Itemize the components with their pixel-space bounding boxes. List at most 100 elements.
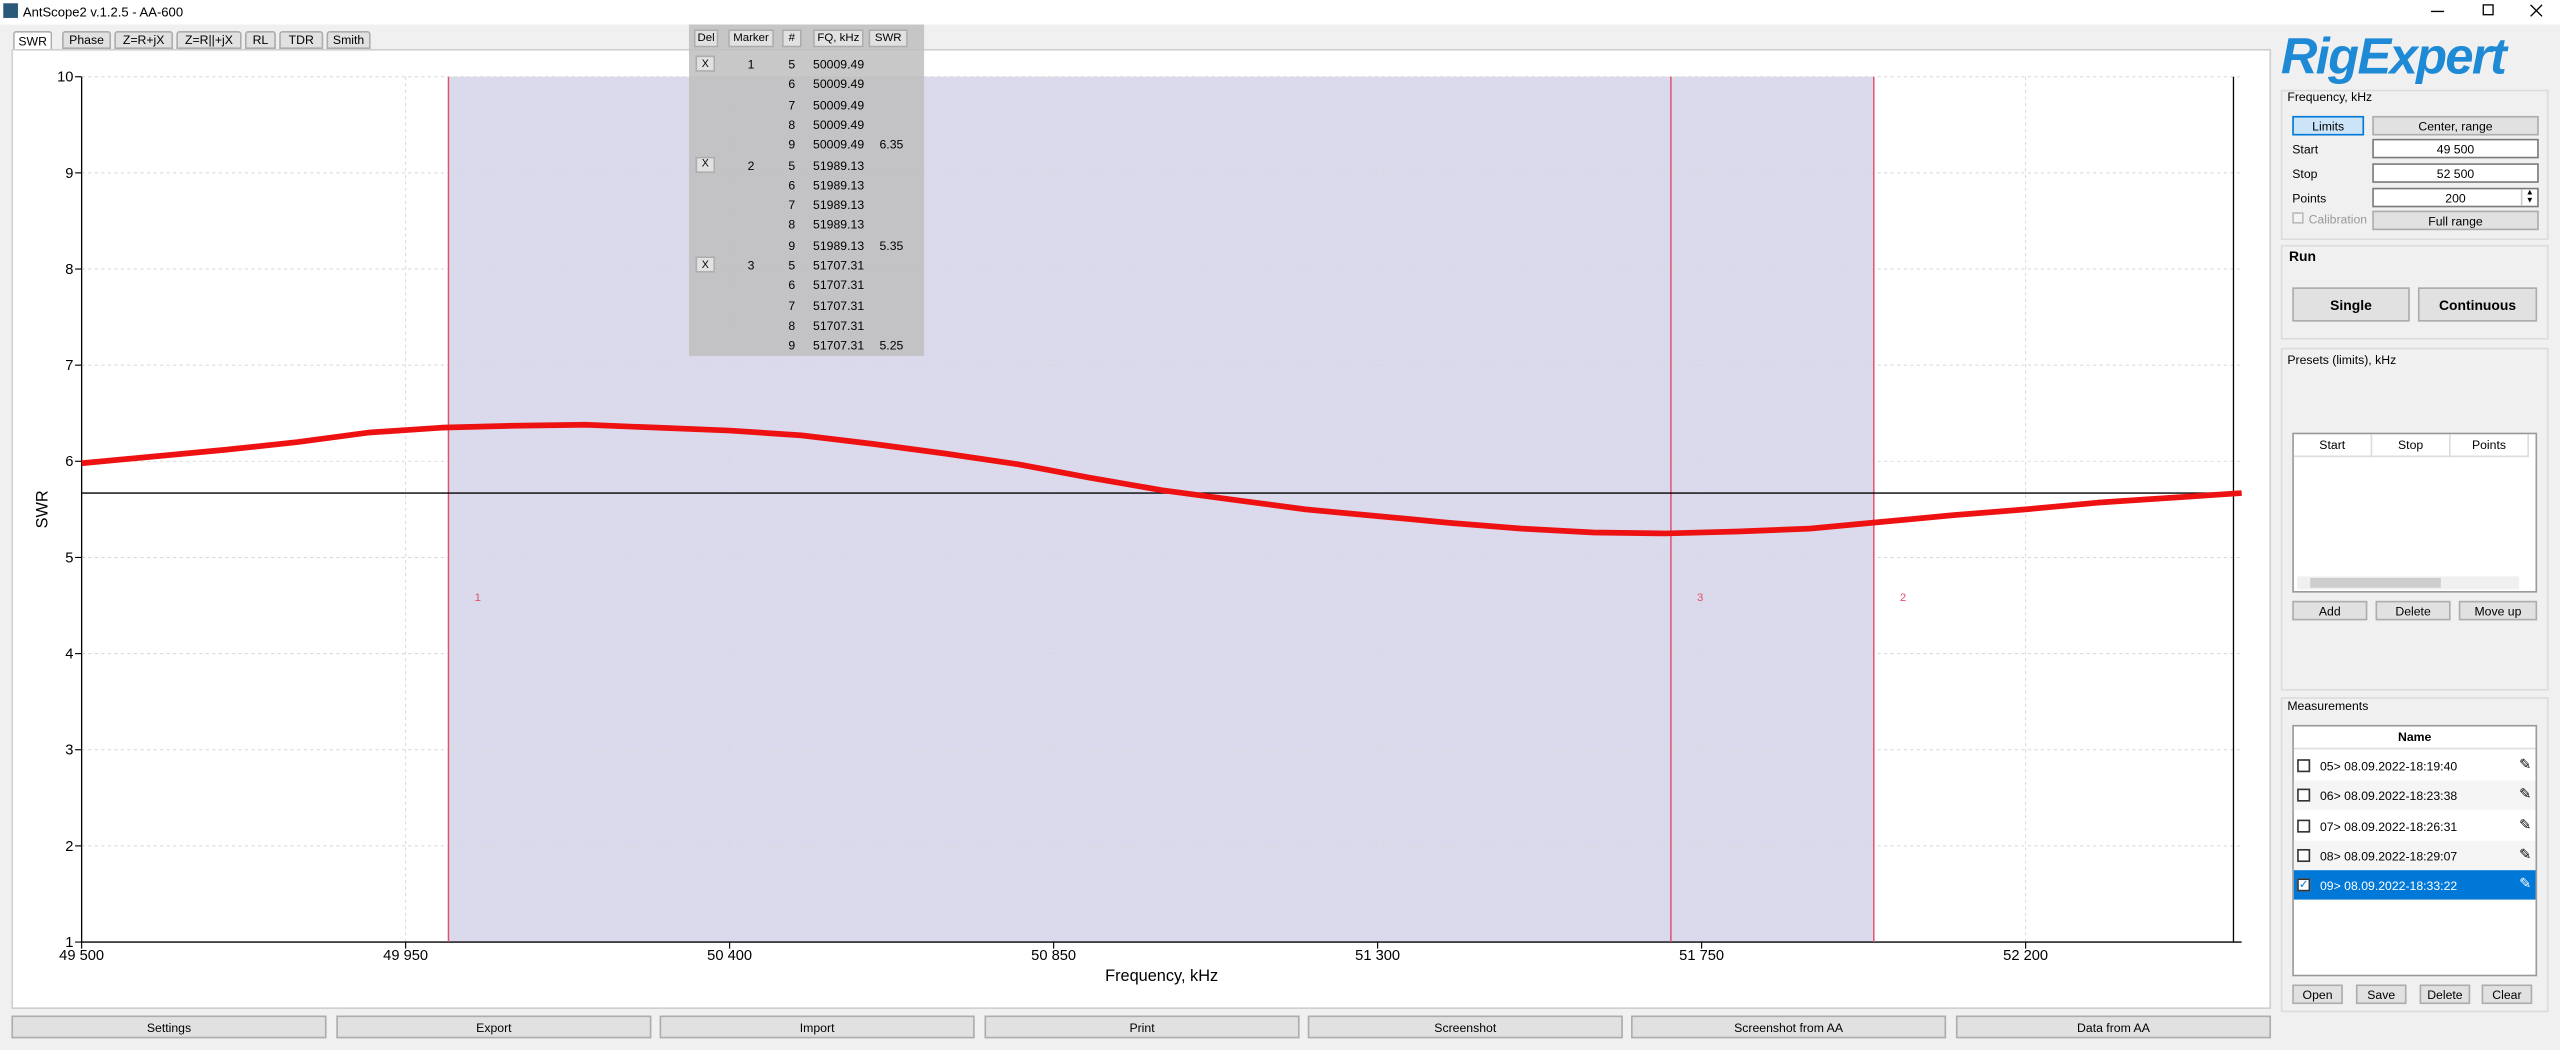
frequency: 51707.31 xyxy=(813,257,865,273)
y-tick-label: 6 xyxy=(65,454,73,470)
frequency: 51989.13 xyxy=(813,177,865,193)
edit-icon[interactable]: ✎ xyxy=(2519,785,2532,803)
preset-button[interactable]: Move up xyxy=(2458,600,2538,621)
marker-range xyxy=(448,76,1874,943)
x-tick-label: 52 200 xyxy=(2003,948,2048,964)
tab[interactable]: Z=R+jX xyxy=(114,31,174,49)
bottom-button[interactable]: Data from AA xyxy=(1955,1015,2272,1039)
row-number: 9 xyxy=(788,137,796,153)
marker-label: 2 xyxy=(1900,592,1906,604)
measurement-button[interactable]: Clear xyxy=(2481,984,2533,1005)
x-tick-label: 50 850 xyxy=(1031,948,1076,964)
scrollbar-thumb[interactable] xyxy=(2310,577,2441,588)
measurement-row[interactable]: 06> 08.09.2022-18:23:38 ✎ xyxy=(2293,780,2536,811)
y-tick-label: 7 xyxy=(65,358,73,374)
edit-icon[interactable]: ✎ xyxy=(2519,845,2532,862)
measurement-row[interactable]: 05> 08.09.2022-18:19:40 ✎ xyxy=(2294,751,2536,780)
bottom-button[interactable]: Settings xyxy=(11,1015,327,1039)
preset-button[interactable]: Add xyxy=(2292,600,2368,621)
single-button[interactable]: Single xyxy=(2292,287,2410,322)
measurement-row[interactable]: 08> 08.09.2022-18:29:07 ✎ xyxy=(2293,840,2536,871)
measurement-label: 09> 08.09.2022-18:33:22 xyxy=(2320,878,2458,894)
table-header: Marker xyxy=(728,29,774,48)
continuous-button[interactable]: Continuous xyxy=(2417,287,2538,322)
row-number: 5 xyxy=(788,257,796,273)
spinner[interactable]: ▲ ▼ xyxy=(2520,189,2537,206)
bottom-button[interactable]: Import xyxy=(659,1015,975,1039)
frequency: 51707.31 xyxy=(813,338,865,353)
tab[interactable]: Smith xyxy=(326,31,371,49)
field-label: Start xyxy=(2292,142,2319,157)
edit-icon[interactable]: ✎ xyxy=(2519,875,2532,892)
measurement-label: 07> 08.09.2022-18:26:31 xyxy=(2320,818,2458,834)
marker-number: 1 xyxy=(747,57,755,72)
row-number: 7 xyxy=(788,97,796,112)
measurement-label: 08> 08.09.2022-18:29:07 xyxy=(2320,848,2458,864)
row-number: 8 xyxy=(788,318,796,333)
preset-button[interactable]: Delete xyxy=(2375,600,2451,621)
tab[interactable]: Z=R||+jX xyxy=(176,31,242,49)
bottom-button[interactable]: Export xyxy=(336,1015,652,1039)
frequency: 50009.49 xyxy=(813,137,865,153)
measurement-button[interactable]: Save xyxy=(2355,984,2407,1005)
row-number: 7 xyxy=(788,197,796,213)
table-header: Del xyxy=(693,29,719,48)
edit-icon[interactable]: ✎ xyxy=(2519,815,2532,832)
measurement-checkbox[interactable]: ✓ xyxy=(2297,878,2311,892)
tab[interactable]: Phase xyxy=(62,31,112,49)
field-input[interactable]: 49 500 xyxy=(2372,138,2539,159)
x-tick-label: 49 500 xyxy=(59,948,104,964)
measurement-checkbox[interactable] xyxy=(2297,848,2311,862)
field-input[interactable]: 200 xyxy=(2372,187,2539,208)
logo: RigExpert xyxy=(2280,27,2507,85)
tab[interactable]: TDR xyxy=(279,31,324,49)
swr-line xyxy=(81,421,2242,537)
y-tick-label: 5 xyxy=(65,550,73,566)
tab[interactable]: RL xyxy=(244,31,276,49)
y-tick-label: 2 xyxy=(65,839,73,855)
group-box xyxy=(2280,347,2549,691)
table-header: Start xyxy=(2293,434,2373,458)
center-range-button[interactable]: Center, range xyxy=(2372,115,2539,136)
field-label: Points xyxy=(2292,191,2327,206)
row-number: 6 xyxy=(788,278,796,293)
row-number: 7 xyxy=(788,298,796,313)
delete-marker-button[interactable]: X xyxy=(695,55,716,72)
x-tick-label: 49 950 xyxy=(383,948,428,964)
row-number: 5 xyxy=(788,57,796,72)
group-box xyxy=(2280,244,2549,340)
marker-number: 3 xyxy=(747,257,755,273)
group-title: Presets (limits), kHz xyxy=(2287,352,2397,368)
delete-marker-button[interactable]: X xyxy=(695,256,716,273)
field-input[interactable]: 52 500 xyxy=(2372,163,2539,183)
edit-icon[interactable]: ✎ xyxy=(2519,755,2532,773)
bottom-button[interactable]: Screenshot xyxy=(1307,1015,1623,1039)
bottom-button[interactable]: Screenshot from AA xyxy=(1631,1015,1947,1039)
table-header: # xyxy=(782,29,802,48)
table-header[interactable]: SWR xyxy=(868,29,908,48)
calibration-checkbox[interactable] xyxy=(2292,212,2304,224)
bottom-button[interactable]: Print xyxy=(984,1015,1300,1039)
limits-button[interactable]: Limits xyxy=(2292,115,2365,136)
window-controls[interactable] xyxy=(2416,0,2560,24)
measurement-checkbox[interactable] xyxy=(2297,789,2311,803)
delete-marker-button[interactable]: X xyxy=(695,155,716,173)
measurement-button[interactable]: Delete xyxy=(2419,984,2471,1005)
measurement-checkbox[interactable] xyxy=(2297,818,2311,832)
measurement-button[interactable]: Open xyxy=(2292,984,2343,1005)
row-number: 6 xyxy=(788,177,796,193)
marker-table: Del Marker # FQ, kHz SWR X 1 5 50009.49 6 50009.49… xyxy=(688,24,925,356)
app-icon xyxy=(3,3,18,18)
full-range-button[interactable]: Full range xyxy=(2372,210,2539,231)
row-number: 9 xyxy=(788,338,796,353)
title-bar: AntScope2 v.1.2.5 - AA-600 xyxy=(0,0,2560,25)
group-title: Measurements xyxy=(2287,698,2369,714)
group-box xyxy=(2280,697,2549,1013)
measurement-row[interactable]: 07> 08.09.2022-18:26:31 ✎ xyxy=(2294,811,2536,840)
measurement-row[interactable]: ✓ 09> 08.09.2022-18:33:22 ✎ xyxy=(2293,870,2536,900)
group-box xyxy=(2280,89,2549,240)
measurement-checkbox[interactable] xyxy=(2297,759,2311,773)
frequency: 51989.13 xyxy=(813,157,865,173)
tab[interactable]: SWR xyxy=(13,31,53,49)
